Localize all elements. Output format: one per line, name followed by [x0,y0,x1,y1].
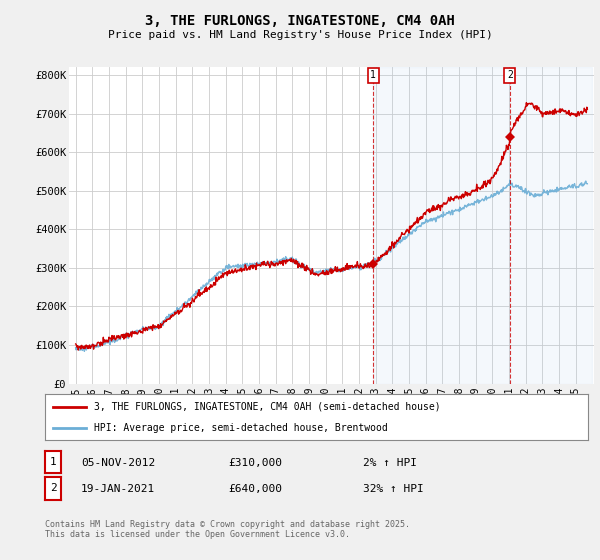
Text: HPI: Average price, semi-detached house, Brentwood: HPI: Average price, semi-detached house,… [94,423,388,433]
Text: Contains HM Land Registry data © Crown copyright and database right 2025.
This d: Contains HM Land Registry data © Crown c… [45,520,410,539]
Text: £640,000: £640,000 [228,484,282,494]
Text: 3, THE FURLONGS, INGATESTONE, CM4 0AH: 3, THE FURLONGS, INGATESTONE, CM4 0AH [145,14,455,28]
Text: 2% ↑ HPI: 2% ↑ HPI [363,458,417,468]
Bar [373,67,592,384]
Text: 19-JAN-2021: 19-JAN-2021 [81,484,155,494]
Text: Price paid vs. HM Land Registry's House Price Index (HPI): Price paid vs. HM Land Registry's House … [107,30,493,40]
Text: 32% ↑ HPI: 32% ↑ HPI [363,484,424,494]
Text: 2: 2 [507,70,513,80]
Text: 3, THE FURLONGS, INGATESTONE, CM4 0AH (semi-detached house): 3, THE FURLONGS, INGATESTONE, CM4 0AH (s… [94,402,440,412]
Text: 2: 2 [50,483,56,493]
Text: 05-NOV-2012: 05-NOV-2012 [81,458,155,468]
Text: £310,000: £310,000 [228,458,282,468]
Text: 1: 1 [50,457,56,467]
Text: 1: 1 [370,70,376,80]
